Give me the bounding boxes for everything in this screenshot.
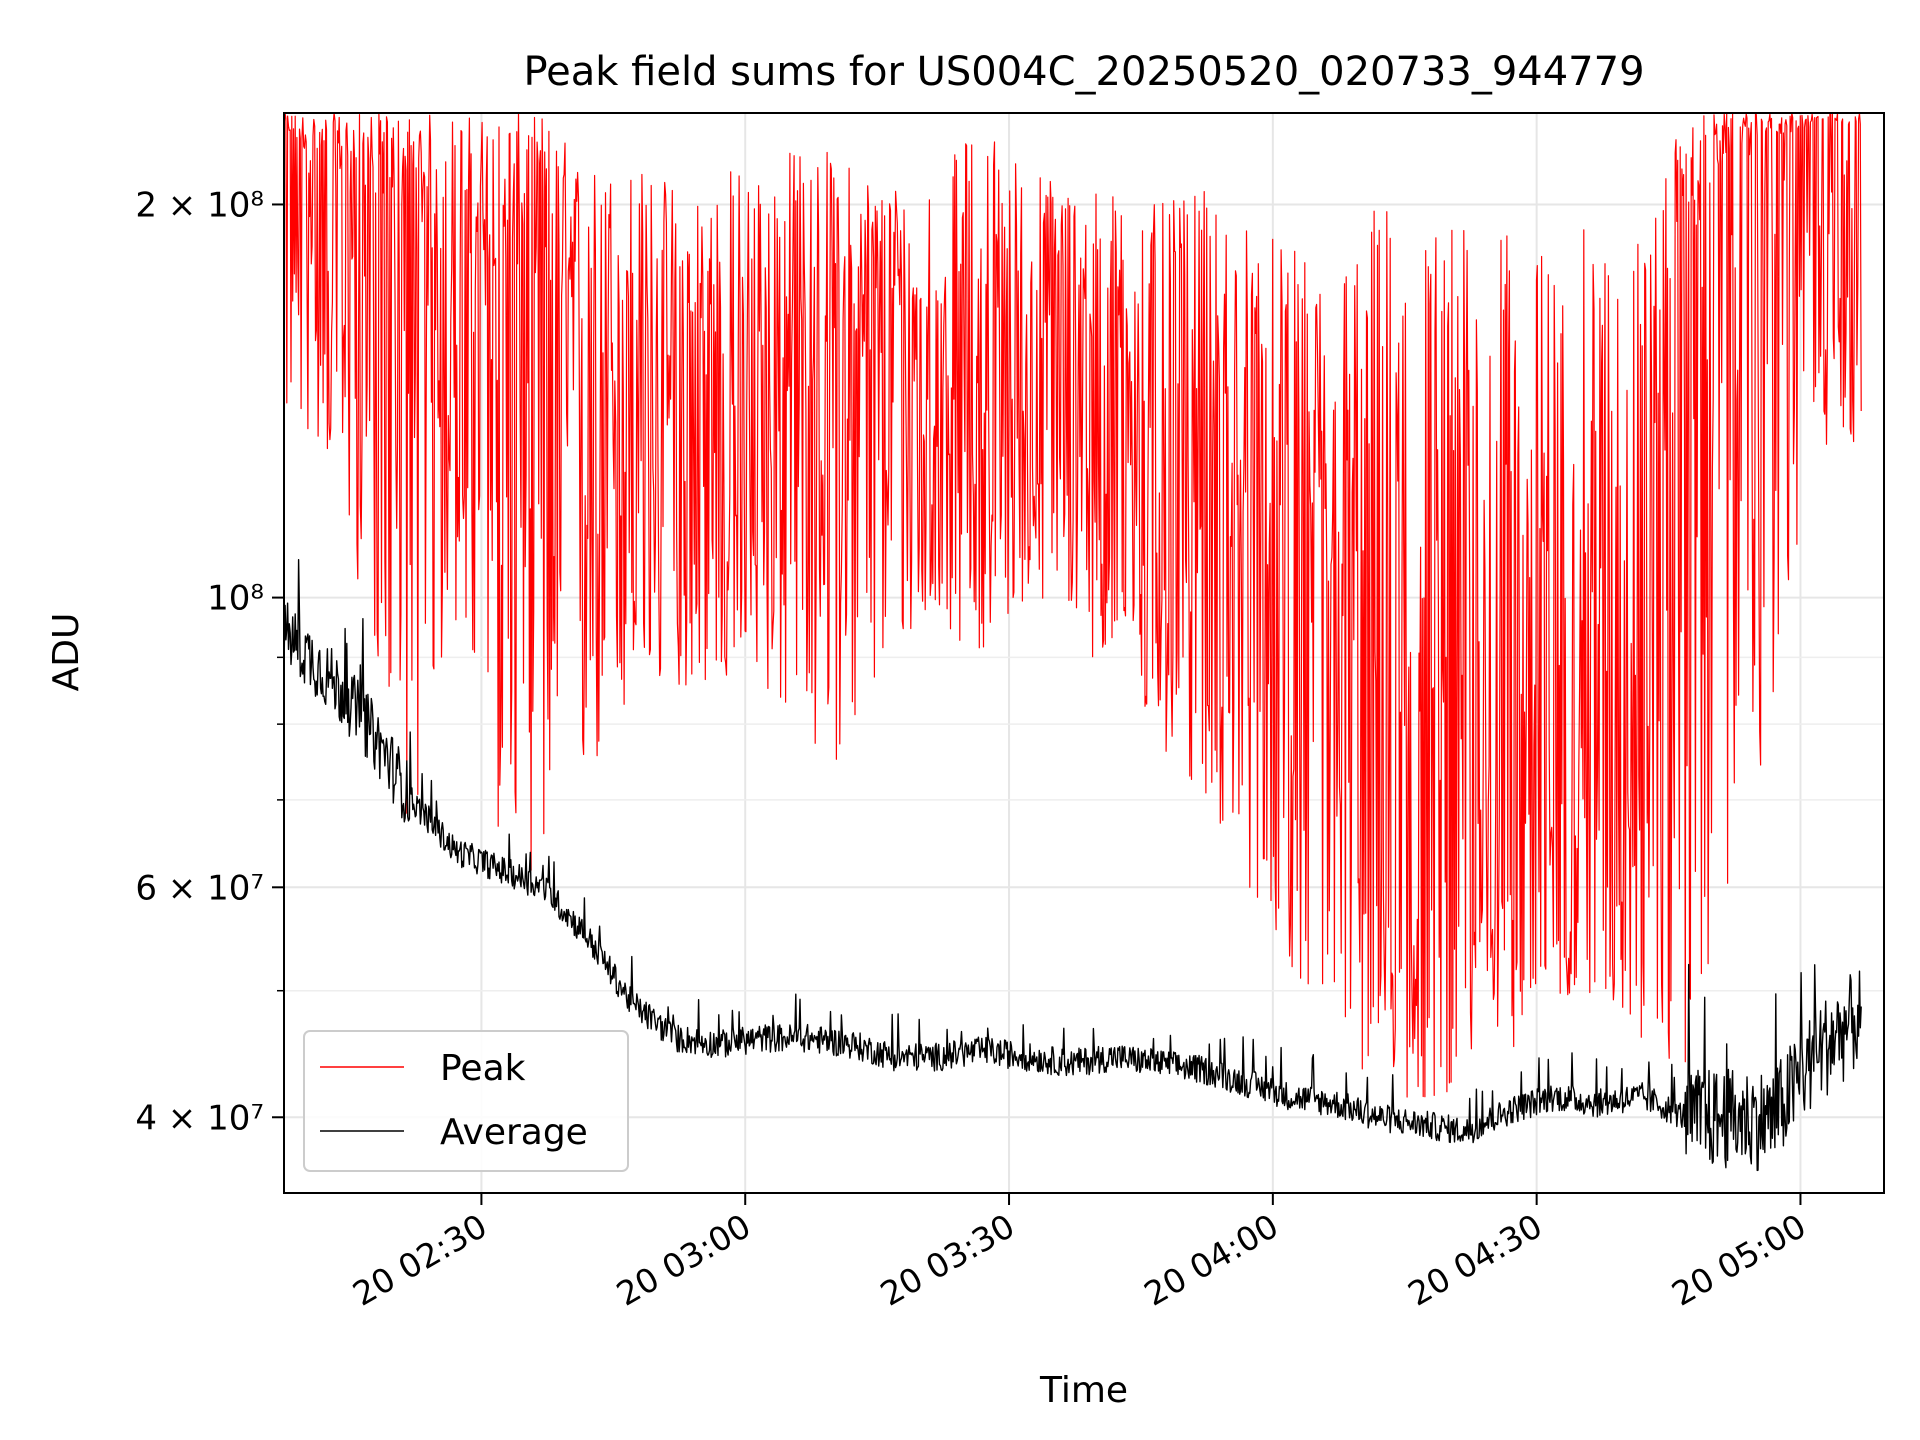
y-tick-label: 4 × 10⁷ [135, 1098, 264, 1138]
legend-box [303, 1030, 629, 1172]
y-axis-label: ADU [46, 613, 87, 692]
x-tick-label: 20 04:00 [1138, 1206, 1285, 1314]
y-tick-label: 6 × 10⁷ [135, 868, 264, 908]
x-axis-label: Time [1039, 1370, 1128, 1411]
x-tick-label: 20 05:00 [1665, 1206, 1812, 1314]
y-tick-label: 2 × 10⁸ [135, 185, 264, 225]
plot-frame [283, 112, 1885, 1194]
x-tick-label: 20 02:30 [346, 1206, 493, 1314]
series-line-peak [284, 113, 1862, 1098]
legend: Peak Average [303, 1030, 629, 1172]
x-tick-label: 20 03:00 [610, 1206, 757, 1314]
series-line-average [284, 559, 1862, 1172]
series-lines [284, 113, 1862, 1172]
legend-label-average: Average [440, 1112, 588, 1153]
x-tick-label: 20 03:30 [874, 1206, 1021, 1314]
chart-title: Peak field sums for US004C_20250520_0207… [523, 49, 1644, 95]
legend-label-peak: Peak [440, 1048, 526, 1089]
y-tick-label: 10⁸ [207, 579, 264, 619]
x-tick-label: 20 04:30 [1401, 1206, 1548, 1314]
